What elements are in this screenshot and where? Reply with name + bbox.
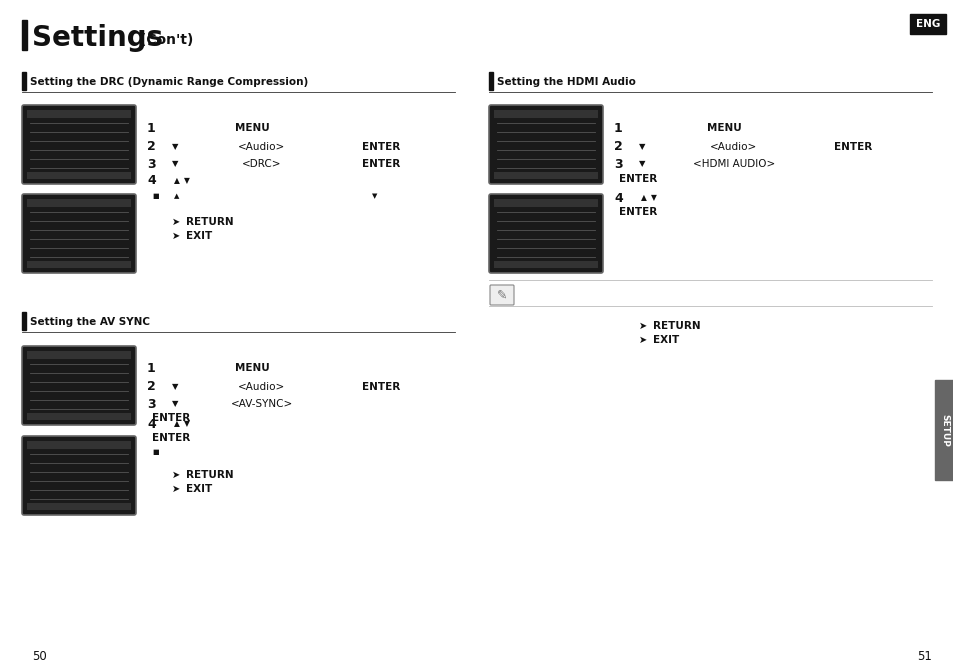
Text: ▲: ▲: [173, 420, 180, 428]
Text: 2: 2: [614, 141, 622, 153]
Bar: [27, 503, 131, 510]
Text: ▼: ▼: [172, 400, 178, 408]
Text: ENG: ENG: [915, 19, 940, 29]
Text: ENTER: ENTER: [833, 142, 871, 152]
Text: ENTER: ENTER: [618, 207, 657, 217]
Text: 4: 4: [147, 418, 155, 430]
Text: ➤: ➤: [639, 335, 646, 345]
Bar: [27, 351, 131, 359]
Text: EXIT: EXIT: [186, 231, 212, 241]
Text: MENU: MENU: [706, 123, 740, 133]
Bar: [494, 172, 598, 179]
Text: ▼: ▼: [639, 159, 645, 168]
FancyBboxPatch shape: [489, 194, 602, 273]
Bar: [27, 110, 131, 118]
Text: ▲: ▲: [640, 194, 646, 202]
Bar: [27, 199, 131, 207]
Text: Setting the DRC (Dynamic Range Compression): Setting the DRC (Dynamic Range Compressi…: [30, 77, 308, 87]
Text: 1: 1: [147, 362, 155, 374]
FancyBboxPatch shape: [490, 285, 514, 305]
Text: RETURN: RETURN: [186, 470, 233, 480]
Text: MENU: MENU: [234, 363, 269, 373]
Text: 51: 51: [916, 649, 931, 663]
Text: 4: 4: [614, 192, 622, 204]
Text: ▼: ▼: [639, 143, 645, 151]
Text: MENU: MENU: [234, 123, 269, 133]
Bar: [22, 312, 26, 330]
Text: ▲: ▲: [173, 176, 180, 186]
Text: ENTER: ENTER: [361, 142, 400, 152]
Text: Setting the HDMI Audio: Setting the HDMI Audio: [497, 77, 636, 87]
Text: <Audio>: <Audio>: [238, 142, 285, 152]
Text: 50: 50: [32, 649, 47, 663]
Text: ▼: ▼: [372, 193, 377, 199]
Text: Settings: Settings: [32, 24, 163, 52]
Bar: [909, 14, 945, 34]
Text: ENTER: ENTER: [618, 174, 657, 184]
Text: 3: 3: [614, 157, 622, 170]
Bar: [494, 110, 598, 118]
Text: ENTER: ENTER: [361, 382, 400, 392]
Text: ENTER: ENTER: [361, 159, 400, 169]
Text: ▼: ▼: [184, 176, 190, 186]
Text: ▼: ▼: [172, 382, 178, 392]
Bar: [27, 172, 131, 179]
Text: RETURN: RETURN: [186, 217, 233, 227]
Text: <Audio>: <Audio>: [710, 142, 757, 152]
Text: ■: ■: [152, 193, 158, 199]
FancyBboxPatch shape: [22, 436, 136, 515]
Bar: [22, 20, 27, 50]
FancyBboxPatch shape: [489, 105, 602, 184]
Text: 2: 2: [147, 380, 155, 394]
Bar: [27, 441, 131, 449]
FancyBboxPatch shape: [22, 346, 136, 425]
Bar: [27, 413, 131, 420]
Text: ➤: ➤: [172, 217, 180, 227]
Text: ▼: ▼: [184, 420, 190, 428]
Text: ▼: ▼: [650, 194, 657, 202]
Text: ENTER: ENTER: [152, 433, 190, 443]
Bar: [494, 199, 598, 207]
Text: 3: 3: [147, 157, 155, 170]
Text: RETURN: RETURN: [652, 321, 700, 331]
Text: ➤: ➤: [172, 231, 180, 241]
Bar: [934, 380, 953, 480]
Bar: [489, 72, 493, 90]
Text: Setting the AV SYNC: Setting the AV SYNC: [30, 317, 150, 327]
Text: 3: 3: [147, 398, 155, 410]
Text: ➤: ➤: [639, 321, 646, 331]
Text: <Audio>: <Audio>: [238, 382, 285, 392]
Text: 2: 2: [147, 141, 155, 153]
Text: ✎: ✎: [497, 288, 507, 302]
FancyBboxPatch shape: [22, 105, 136, 184]
Text: <DRC>: <DRC>: [242, 159, 281, 169]
Text: ENTER: ENTER: [152, 413, 190, 423]
Text: <AV-SYNC>: <AV-SYNC>: [231, 399, 293, 409]
Text: ▲: ▲: [173, 193, 179, 199]
Bar: [27, 261, 131, 268]
Text: ■: ■: [152, 449, 158, 455]
FancyBboxPatch shape: [22, 194, 136, 273]
Text: (Con't): (Con't): [135, 33, 193, 47]
Text: ➤: ➤: [172, 470, 180, 480]
Text: ▼: ▼: [172, 159, 178, 168]
Bar: [494, 261, 598, 268]
Text: EXIT: EXIT: [186, 484, 212, 494]
Text: 1: 1: [614, 121, 622, 135]
Text: <HDMI AUDIO>: <HDMI AUDIO>: [692, 159, 774, 169]
Text: SETUP: SETUP: [939, 414, 948, 446]
Bar: [22, 72, 26, 90]
Text: 4: 4: [147, 174, 155, 188]
Text: EXIT: EXIT: [652, 335, 679, 345]
Text: ➤: ➤: [172, 484, 180, 494]
Text: ▼: ▼: [172, 143, 178, 151]
Text: 1: 1: [147, 121, 155, 135]
